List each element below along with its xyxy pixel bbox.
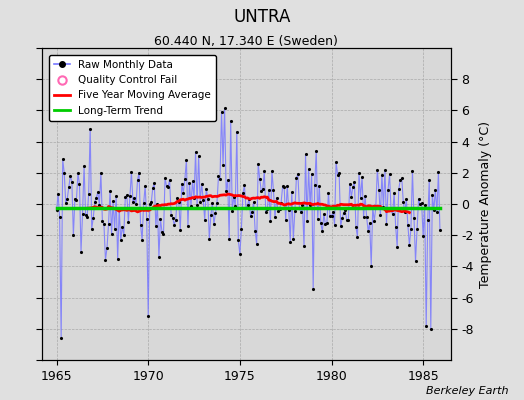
Legend: Raw Monthly Data, Quality Control Fail, Five Year Moving Average, Long-Term Tren: Raw Monthly Data, Quality Control Fail, … (49, 55, 216, 121)
Text: Berkeley Earth: Berkeley Earth (426, 386, 508, 396)
Title: 60.440 N, 17.340 E (Sweden): 60.440 N, 17.340 E (Sweden) (155, 35, 338, 48)
Y-axis label: Temperature Anomaly (°C): Temperature Anomaly (°C) (479, 120, 492, 288)
Text: UNTRA: UNTRA (233, 8, 291, 26)
